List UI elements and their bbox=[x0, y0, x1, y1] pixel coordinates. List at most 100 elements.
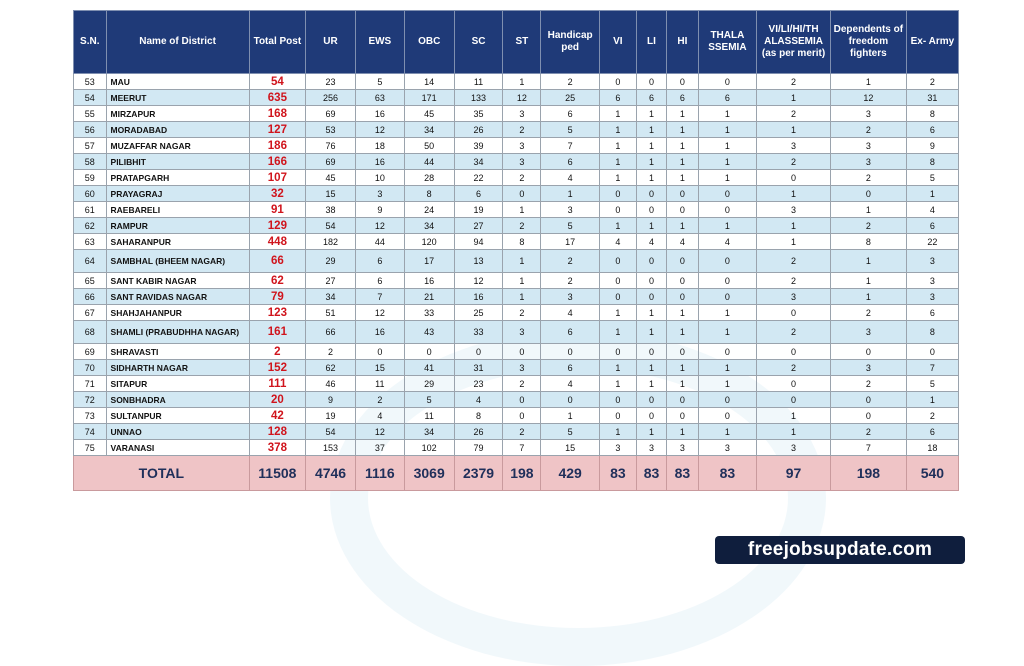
table-cell: 24 bbox=[403, 201, 455, 218]
table-cell: 1 bbox=[697, 217, 758, 234]
table-cell: 27 bbox=[453, 217, 504, 234]
serial-number-cell: 66 bbox=[73, 288, 107, 305]
table-cell: 35 bbox=[453, 105, 504, 122]
table-cell: 1 bbox=[666, 137, 699, 154]
total-post-cell: 91 bbox=[248, 201, 307, 218]
table-cell: 2 bbox=[756, 320, 831, 344]
table-cell: 3 bbox=[905, 288, 960, 305]
table-cell: 0 bbox=[666, 73, 699, 90]
table-cell: 0 bbox=[697, 272, 758, 289]
table-cell: 1 bbox=[540, 185, 600, 202]
total-value-cell: 83 bbox=[598, 455, 637, 491]
serial-number-cell: 64 bbox=[73, 249, 107, 273]
table-cell: 1 bbox=[697, 169, 758, 186]
serial-number-cell: 55 bbox=[73, 105, 107, 122]
table-cell: 4 bbox=[453, 391, 504, 408]
table-cell: 1 bbox=[829, 288, 907, 305]
total-post-cell: 168 bbox=[248, 105, 307, 122]
table-row: 62 RAMPUR 129 54 12 34 27 2 5 1 1 1 1 1 2 6 bbox=[73, 217, 960, 234]
table-cell: 0 bbox=[635, 73, 668, 90]
table-cell: 1 bbox=[540, 407, 600, 424]
total-post-cell: 166 bbox=[248, 153, 307, 170]
table-cell: 3 bbox=[905, 249, 960, 273]
total-post-cell: 20 bbox=[248, 391, 307, 408]
total-value-cell: 83 bbox=[697, 455, 758, 491]
table-cell: 0 bbox=[635, 272, 668, 289]
table-cell: 34 bbox=[403, 217, 455, 234]
table-row: 54 MEERUT 635 256 63 171 133 12 25 6 6 6 6 1 12 31 bbox=[73, 89, 960, 106]
total-post-cell: 635 bbox=[248, 89, 307, 106]
district-name-cell: MEERUT bbox=[105, 89, 250, 106]
table-cell: 5 bbox=[540, 121, 600, 138]
table-cell: 1 bbox=[829, 249, 907, 273]
table-cell: 1 bbox=[666, 359, 699, 376]
table-cell: 16 bbox=[453, 288, 504, 305]
district-name-cell: SANT KABIR NAGAR bbox=[105, 272, 250, 289]
table-cell: 2 bbox=[502, 169, 542, 186]
table-cell: 3 bbox=[829, 320, 907, 344]
table-cell: 0 bbox=[598, 249, 637, 273]
table-cell: 4 bbox=[666, 233, 699, 250]
table-cell: 21 bbox=[403, 288, 455, 305]
table-cell: 3 bbox=[354, 185, 405, 202]
site-watermark-badge: freejobsupdate.com bbox=[715, 536, 965, 564]
column-header: SC bbox=[453, 10, 504, 74]
table-row: 66 SANT RAVIDAS NAGAR 79 34 7 21 16 1 3 0 0 0 0 3 1 3 bbox=[73, 288, 960, 305]
table-cell: 1 bbox=[756, 185, 831, 202]
total-post-cell: 32 bbox=[248, 185, 307, 202]
table-cell: 2 bbox=[502, 217, 542, 234]
table-cell: 12 bbox=[829, 89, 907, 106]
table-cell: 23 bbox=[453, 375, 504, 392]
serial-number-cell: 65 bbox=[73, 272, 107, 289]
table-cell: 12 bbox=[453, 272, 504, 289]
table-cell: 2 bbox=[502, 304, 542, 321]
column-header: HI bbox=[666, 10, 699, 74]
table-cell: 4 bbox=[354, 407, 405, 424]
serial-number-cell: 75 bbox=[73, 439, 107, 456]
serial-number-cell: 63 bbox=[73, 233, 107, 250]
district-name-cell: SHAMLI (PRABUDHHA NAGAR) bbox=[105, 320, 250, 344]
serial-number-cell: 60 bbox=[73, 185, 107, 202]
serial-number-cell: 70 bbox=[73, 359, 107, 376]
table-cell: 2 bbox=[502, 423, 542, 440]
table-row: 69 SHRAVASTI 2 2 0 0 0 0 0 0 0 0 0 0 0 0 bbox=[73, 343, 960, 360]
table-cell: 16 bbox=[403, 272, 455, 289]
serial-number-cell: 61 bbox=[73, 201, 107, 218]
table-cell: 44 bbox=[354, 233, 405, 250]
table-cell: 12 bbox=[502, 89, 542, 106]
table-cell: 8 bbox=[453, 407, 504, 424]
table-cell: 2 bbox=[540, 272, 600, 289]
table-cell: 3 bbox=[502, 105, 542, 122]
table-cell: 26 bbox=[453, 121, 504, 138]
table-cell: 0 bbox=[697, 73, 758, 90]
table-cell: 182 bbox=[305, 233, 356, 250]
table-cell: 1 bbox=[635, 320, 668, 344]
column-header: VI/LI/HI/TH ALASSEMIA (as per merit) bbox=[756, 10, 831, 74]
table-cell: 19 bbox=[305, 407, 356, 424]
table-cell: 0 bbox=[905, 343, 960, 360]
district-name-cell: MIRZAPUR bbox=[105, 105, 250, 122]
table-row: 53 MAU 54 23 5 14 11 1 2 0 0 0 0 2 1 2 bbox=[73, 73, 960, 90]
column-header: LI bbox=[635, 10, 668, 74]
table-cell: 0 bbox=[635, 249, 668, 273]
table-cell: 3 bbox=[540, 288, 600, 305]
table-cell: 1 bbox=[756, 89, 831, 106]
table-cell: 1 bbox=[829, 73, 907, 90]
table-cell: 22 bbox=[905, 233, 960, 250]
table-cell: 1 bbox=[666, 423, 699, 440]
table-cell: 0 bbox=[635, 185, 668, 202]
table-cell: 0 bbox=[540, 343, 600, 360]
table-cell: 17 bbox=[540, 233, 600, 250]
district-name-cell: MAU bbox=[105, 73, 250, 90]
table-cell: 1 bbox=[635, 217, 668, 234]
table-cell: 0 bbox=[598, 407, 637, 424]
table-cell: 8 bbox=[905, 153, 960, 170]
table-cell: 0 bbox=[502, 407, 542, 424]
table-cell: 0 bbox=[829, 391, 907, 408]
table-cell: 3 bbox=[756, 201, 831, 218]
table-cell: 1 bbox=[635, 375, 668, 392]
table-cell: 3 bbox=[502, 137, 542, 154]
table-cell: 1 bbox=[598, 137, 637, 154]
table-cell: 53 bbox=[305, 121, 356, 138]
table-cell: 1 bbox=[635, 304, 668, 321]
